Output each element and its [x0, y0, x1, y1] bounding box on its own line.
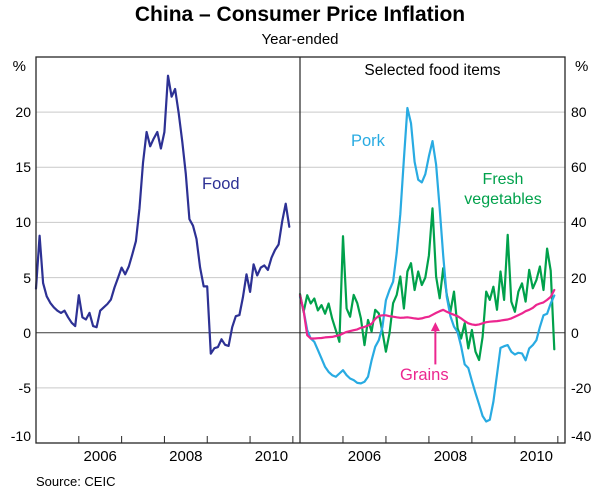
- left-axis-tick-15: 15: [15, 159, 31, 176]
- grains-series-label: Grains: [400, 366, 449, 384]
- left-axis-tick-5: 5: [23, 269, 31, 286]
- fresh-vegetables-series-label: Fresh vegetables: [452, 170, 554, 210]
- x-year-label-right-2006: 2006: [347, 448, 382, 465]
- x-year-label-right-2010: 2010: [519, 448, 554, 465]
- right-axis-tick-0: 0: [571, 324, 579, 341]
- left-axis-tick--10: -10: [10, 428, 31, 444]
- fresh-vegetables-label-line1: Fresh: [482, 171, 524, 188]
- left-axis-tick-0: 0: [23, 324, 31, 341]
- series-line-food: [34, 74, 291, 355]
- left-axis-tick-20: 20: [15, 104, 31, 121]
- pork-series-label: Pork: [351, 132, 385, 150]
- x-year-label-left-2006: 2006: [83, 448, 117, 465]
- left-axis-unit: %: [12, 58, 26, 75]
- chart-title: China – Consumer Price Inflation: [134, 3, 466, 26]
- x-year-label-left-2010: 2010: [254, 448, 289, 465]
- series-line-grains: [298, 288, 556, 340]
- source-note: Source: CEIC: [36, 474, 116, 489]
- x-year-label-right-2008: 2008: [433, 448, 468, 465]
- series-line-fresh-vegetables: [298, 207, 556, 362]
- right-axis-tick-40: 40: [571, 214, 587, 231]
- x-year-label-left-2008: 2008: [169, 448, 203, 465]
- series-line-pork: [298, 106, 556, 423]
- grains-arrow-head: [430, 322, 440, 332]
- right-axis-tick--20: -20: [571, 379, 592, 396]
- right-axis-tick-80: 80: [571, 104, 587, 121]
- right-panel-heading: Selected food items: [364, 62, 501, 79]
- right-axis-tick--40: -40: [571, 428, 592, 444]
- right-axis-tick-20: 20: [571, 269, 587, 286]
- left-axis-tick-10: 10: [15, 214, 31, 231]
- food-series-label: Food: [202, 175, 240, 193]
- fresh-vegetables-label-line2: vegetables: [464, 191, 542, 208]
- left-axis-tick--5: -5: [18, 379, 31, 396]
- right-axis-unit: %: [575, 58, 589, 75]
- chart-subtitle: Year-ended: [261, 31, 339, 48]
- right-axis-tick-60: 60: [571, 159, 587, 176]
